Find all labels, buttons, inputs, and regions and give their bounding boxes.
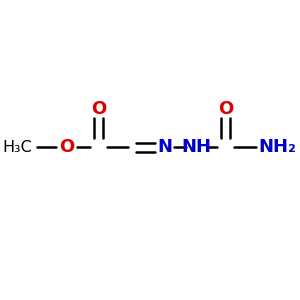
Text: O: O (218, 100, 233, 118)
Text: O: O (91, 100, 106, 118)
Text: H₃C: H₃C (2, 140, 32, 155)
Text: NH: NH (181, 138, 211, 156)
Text: N: N (157, 138, 172, 156)
Text: O: O (59, 138, 74, 156)
Text: NH₂: NH₂ (259, 138, 296, 156)
